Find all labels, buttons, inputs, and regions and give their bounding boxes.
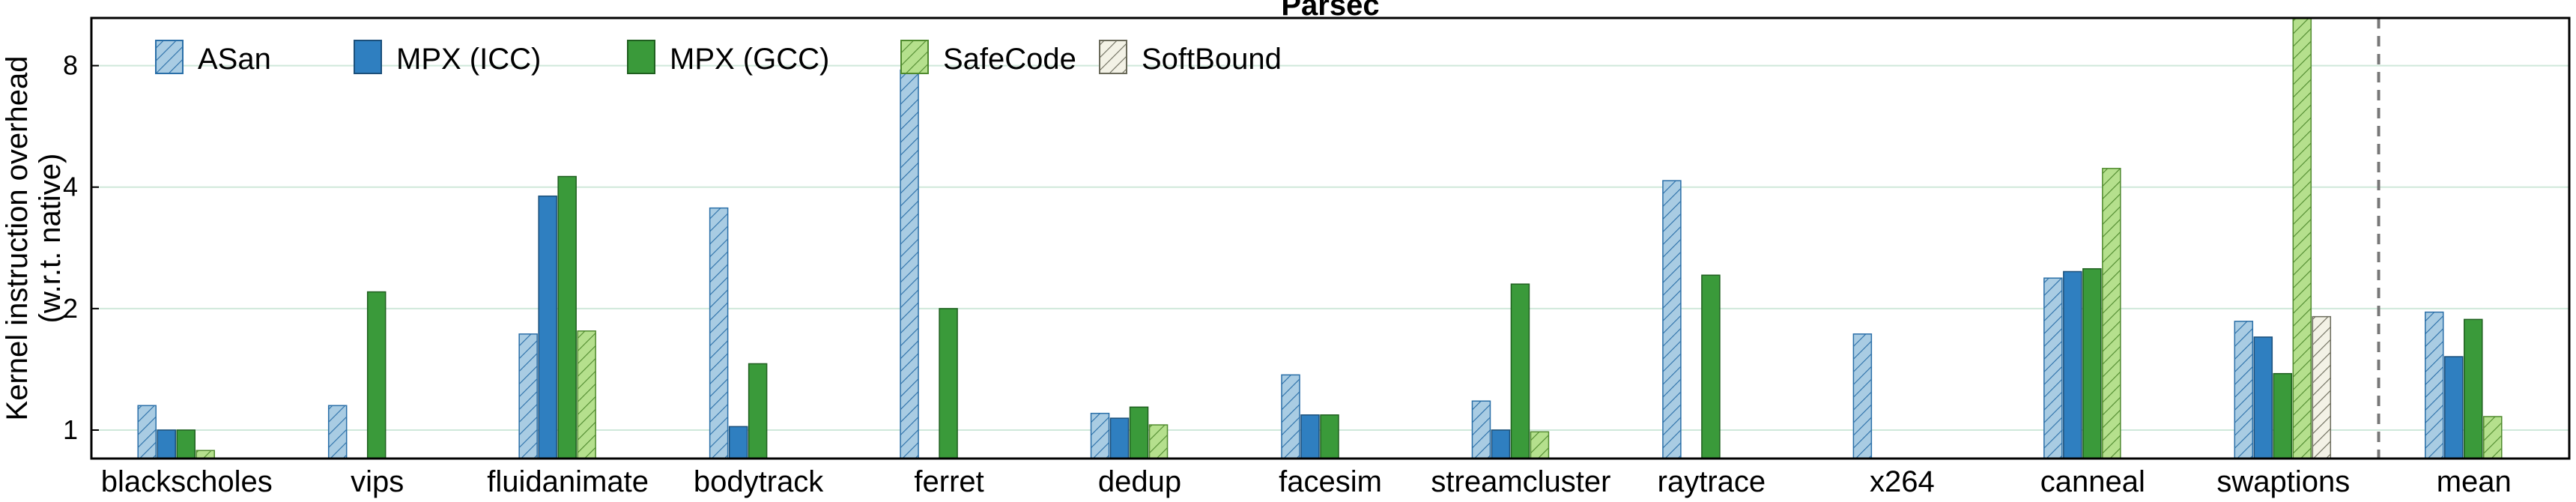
bar-mpx-icc-blackscholes [157,429,176,459]
bar-mpx-gcc-bodytrack [748,363,768,459]
bar-mpx-gcc-vips [366,291,387,459]
y-tick-label: 1 [63,414,78,445]
bar-asan-facesim [1281,374,1300,459]
bar-mpx-gcc-facesim [1320,414,1339,459]
x-axis-category-labels: blackscholes vips fluidanimate bodytrack fer… [101,465,2512,498]
legend-swatch-mpx-icc [354,40,382,74]
bar-mpx-icc-swaptions [2253,336,2273,459]
x-category-label-blackscholes: blackscholes [101,465,273,498]
bar-mpx-icc-streamcluster [1491,429,1511,459]
bar-mpx-gcc-blackscholes [176,429,196,459]
bar-safecode-swaptions [2292,17,2312,459]
bar-mpx-gcc-raytrace [1701,274,1721,459]
legend-swatch-softbound [1099,40,1127,74]
x-category-label-ferret: ferret [914,465,984,498]
y-tick-label: 4 [63,172,78,202]
bar-safecode-fluidanimate [577,330,596,459]
bar-safecode-blackscholes [196,450,215,459]
y-axis-ticks: 1 2 4 8 [63,50,99,445]
y-tick-label: 8 [63,50,78,81]
bar-mpx-gcc-dedup [1129,406,1149,459]
bar-asan-blackscholes [137,405,157,459]
x-category-label-streamcluster: streamcluster [1431,465,1610,498]
y-tick-label: 2 [63,293,78,324]
x-category-label-facesim: facesim [1279,465,1382,498]
y-axis-label: Kernel instruction overhead (w.r.t. nati… [1,56,67,421]
x-category-label-vips: vips [351,465,404,498]
bar-asan-swaptions [2234,321,2254,459]
bar-asan-bodytrack [709,207,729,459]
x-category-label-bodytrack: bodytrack [694,465,824,498]
legend-swatch-mpx-gcc [627,40,655,74]
bar-mpx-icc-facesim [1300,414,1320,459]
bar-mpx-icc-fluidanimate [538,195,557,459]
bar-mpx-gcc-swaptions [2273,372,2293,459]
bar-mpx-gcc-mean [2464,318,2483,459]
legend-label: MPX (ICC) [396,43,541,76]
bar-mpx-gcc-fluidanimate [557,175,577,459]
x-category-label-raytrace: raytrace [1658,465,1766,498]
legend-label: SafeCode [943,43,1076,76]
bar-mpx-icc-canneal [2063,270,2082,459]
legend-label: SoftBound [1142,43,1282,76]
x-category-label-dedup: dedup [1098,465,1181,498]
x-category-label-swaptions: swaptions [2216,465,2350,498]
bar-mpx-gcc-ferret [939,308,958,459]
bar-asan-ferret [900,69,919,459]
bars-layer [137,17,2503,459]
bar-mpx-icc-mean [2444,356,2464,459]
bar-asan-raytrace [1662,180,1682,459]
y-axis-label-line2: (w.r.t. native) [34,154,67,324]
bar-safecode-dedup [1148,424,1169,459]
grid-lines [91,64,2569,431]
x-category-label-x264: x264 [1870,465,1935,498]
bar-mpx-gcc-streamcluster [1510,283,1530,459]
bar-asan-mean [2425,311,2444,459]
bar-asan-fluidanimate [518,333,538,459]
x-category-label-mean: mean [2437,465,2512,498]
legend-label: MPX (GCC) [670,43,829,76]
bar-safecode-mean [2483,416,2503,459]
x-category-label-canneal: canneal [2040,465,2145,498]
bar-asan-dedup [1090,412,1110,459]
legend-swatch-safecode [900,40,929,74]
legend-swatch-asan [155,40,184,74]
bar-asan-canneal [2043,277,2063,459]
bar-asan-x264 [1852,333,1873,459]
legend: ASan MPX (ICC) MPX (GCC) SafeCode SoftBound [155,40,1282,76]
bar-safecode-streamcluster [1530,431,1550,459]
bar-softbound-swaptions [2312,315,2332,459]
bar-asan-streamcluster [1471,400,1491,459]
legend-label: ASan [198,43,271,76]
bar-mpx-icc-dedup [1109,417,1130,459]
bar-safecode-canneal [2102,168,2121,459]
x-category-label-fluidanimate: fluidanimate [487,465,649,498]
plot-frame [90,16,2571,460]
bar-asan-vips [327,405,348,459]
bar-mpx-gcc-canneal [2082,267,2102,459]
bar-mpx-icc-bodytrack [728,426,748,459]
y-axis-label-line1: Kernel instruction overhead [1,56,34,421]
